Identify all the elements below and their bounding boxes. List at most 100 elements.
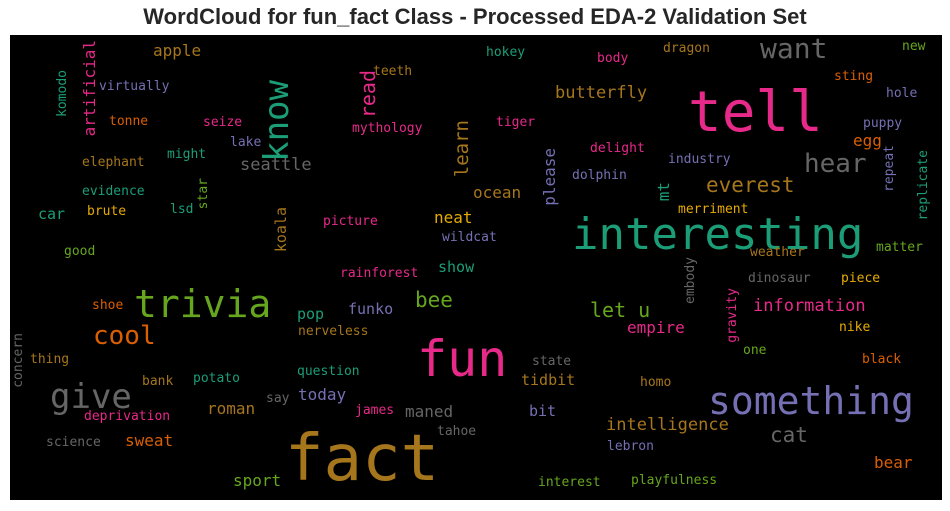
word-tonne: tonne — [109, 114, 149, 129]
word-hokey: hokey — [486, 45, 526, 60]
word-black: black — [862, 352, 902, 367]
word-roman: roman — [207, 399, 256, 418]
word-apple: apple — [153, 41, 202, 60]
word-gravity: gravity — [725, 288, 740, 343]
word-tahoe: tahoe — [437, 424, 477, 439]
word-fact: fact — [285, 422, 440, 496]
word-pop: pop — [297, 305, 325, 323]
word-please: please — [540, 148, 559, 206]
word-star: star — [196, 178, 211, 210]
word-tell: tell — [688, 80, 823, 145]
word-information: information — [753, 296, 866, 316]
word-rainforest: rainforest — [340, 266, 419, 281]
word-say: say — [266, 391, 290, 406]
word-mythology: mythology — [352, 121, 423, 136]
word-something: something — [708, 379, 914, 423]
word-teeth: teeth — [373, 64, 413, 79]
word-komodo: komodo — [55, 70, 70, 117]
word-wildcat: wildcat — [442, 230, 497, 245]
word-nerveless: nerveless — [298, 324, 369, 339]
word-question: question — [297, 364, 360, 379]
word-new: new — [902, 39, 926, 54]
word-trivia: trivia — [134, 282, 272, 326]
word-bear: bear — [874, 453, 913, 472]
word-good: good — [64, 244, 96, 259]
word-evidence: evidence — [82, 184, 145, 199]
word-thing: thing — [30, 352, 70, 367]
word-state: state — [532, 354, 572, 369]
word-know: know — [257, 80, 297, 162]
word-nike: nike — [839, 320, 871, 335]
word-elephant: elephant — [82, 155, 145, 170]
word-ocean: ocean — [473, 183, 522, 202]
word-lebron: lebron — [607, 439, 654, 454]
word-koala: koala — [272, 207, 290, 253]
word-seize: seize — [203, 115, 243, 130]
word-puppy: puppy — [863, 116, 903, 131]
word-dinosaur: dinosaur — [748, 271, 811, 286]
wordcloud-canvas: fact fun interesting tell trivia something kno… — [10, 35, 942, 500]
word-today: today — [298, 385, 347, 404]
word-intelligence: intelligence — [606, 415, 729, 435]
word-body: body — [597, 51, 629, 66]
word-matter: matter — [876, 240, 923, 255]
word-might: might — [167, 147, 207, 162]
word-artificial: artificial — [80, 40, 99, 137]
word-cool: cool — [93, 321, 156, 351]
word-give: give — [50, 377, 132, 417]
word-bank: bank — [142, 374, 174, 389]
word-interesting: interesting — [572, 209, 864, 260]
word-industry: industry — [668, 152, 731, 167]
word-want: want — [760, 35, 828, 65]
word-tidbit: tidbit — [521, 371, 576, 389]
word-butterfly: butterfly — [555, 83, 648, 103]
word-picture: picture — [323, 214, 378, 229]
word-brute: brute — [87, 204, 127, 219]
word-let-u: let u — [590, 298, 651, 322]
word-empire: empire — [627, 318, 685, 337]
word-piece: piece — [841, 271, 881, 286]
word-sting: sting — [834, 69, 874, 84]
word-replicate: replicate — [916, 150, 931, 221]
word-bee: bee — [415, 288, 453, 312]
word-hear: hear — [804, 149, 867, 179]
word-merriment: merriment — [678, 202, 749, 217]
word-everest: everest — [706, 173, 795, 197]
word-seattle: seattle — [240, 155, 312, 175]
word-bit: bit — [529, 402, 557, 420]
word-playfulness: playfulness — [631, 473, 718, 488]
word-dolphin: dolphin — [572, 168, 627, 183]
word-lake: lake — [230, 135, 262, 150]
word-sweat: sweat — [125, 431, 174, 450]
word-funko: funko — [348, 300, 394, 318]
word-fun: fun — [417, 330, 508, 388]
word-james: james — [355, 403, 395, 418]
word-homo: homo — [640, 375, 672, 390]
word-sport: sport — [233, 471, 282, 490]
word-repeat: repeat — [882, 145, 897, 192]
word-deprivation: deprivation — [84, 409, 171, 424]
word-science: science — [46, 435, 101, 450]
word-one: one — [743, 343, 767, 358]
word-neat: neat — [434, 208, 473, 227]
word-delight: delight — [590, 141, 645, 156]
word-show: show — [438, 258, 475, 276]
word-car: car — [38, 205, 66, 223]
word-dragon: dragon — [663, 41, 710, 56]
word-maned: maned — [405, 402, 454, 421]
word-interest: interest — [538, 475, 601, 490]
word-egg: egg — [853, 131, 882, 150]
word-potato: potato — [193, 371, 240, 386]
word-shoe: shoe — [92, 298, 124, 313]
word-weather: weather — [750, 245, 805, 260]
word-cat: cat — [770, 423, 808, 447]
word-lsd: lsd — [170, 202, 194, 217]
word-embody: embody — [683, 257, 698, 304]
word-learn: learn — [451, 120, 473, 178]
word-concern: concern — [11, 333, 26, 388]
word-tiger: tiger — [496, 115, 536, 130]
word-mt: mt — [654, 182, 673, 202]
word-hole: hole — [886, 86, 918, 101]
word-virtually: virtually — [99, 79, 170, 94]
chart-title: WordCloud for fun_fact Class - Processed… — [143, 4, 807, 29]
